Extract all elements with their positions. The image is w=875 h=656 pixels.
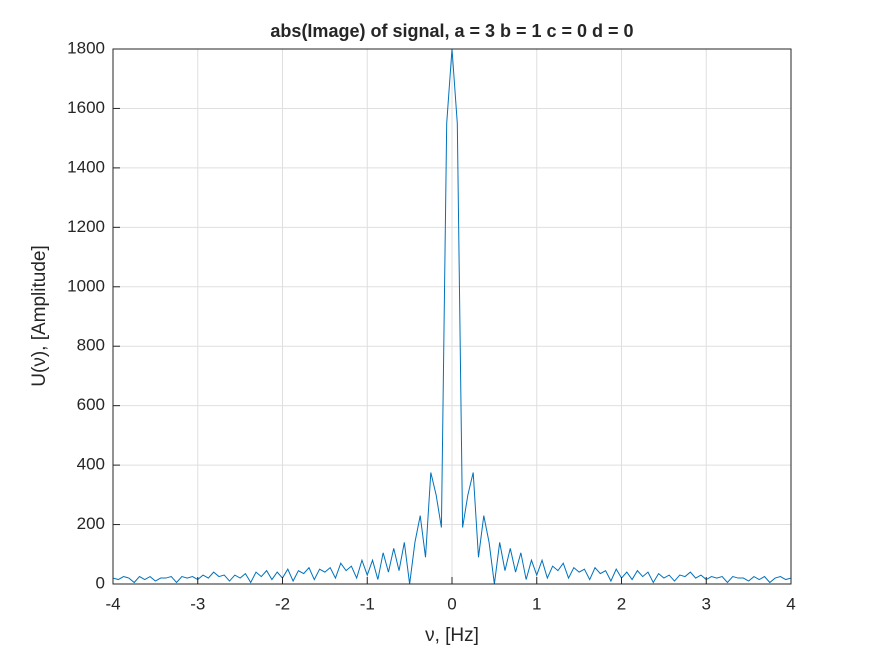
x-tick-label: -1: [360, 594, 375, 613]
x-tick-label: -4: [105, 594, 120, 613]
y-tick-label: 0: [96, 573, 105, 592]
x-tick-label: 0: [447, 594, 456, 613]
x-tick-label: 2: [617, 594, 626, 613]
x-axis-label: ν, [Hz]: [425, 625, 479, 646]
x-tick-label: 3: [702, 594, 711, 613]
y-tick-label: 1800: [67, 38, 105, 57]
x-tick-label: 4: [786, 594, 795, 613]
y-tick-label: 1600: [67, 98, 105, 117]
y-tick-label: 1200: [67, 217, 105, 236]
chart-title: abs(Image) of signal, a = 3 b = 1 c = 0 …: [270, 21, 633, 41]
y-axis-label: U(ν), [Amplitude]: [29, 245, 50, 386]
y-tick-label: 400: [77, 455, 105, 474]
y-tick-label: 800: [77, 336, 105, 355]
x-tick-label: 1: [532, 594, 541, 613]
y-tick-label: 600: [77, 395, 105, 414]
y-tick-label: 1000: [67, 276, 105, 295]
x-tick-label: -3: [190, 594, 205, 613]
y-tick-label: 1400: [67, 157, 105, 176]
x-tick-label: -2: [275, 594, 290, 613]
y-tick-label: 200: [77, 514, 105, 533]
